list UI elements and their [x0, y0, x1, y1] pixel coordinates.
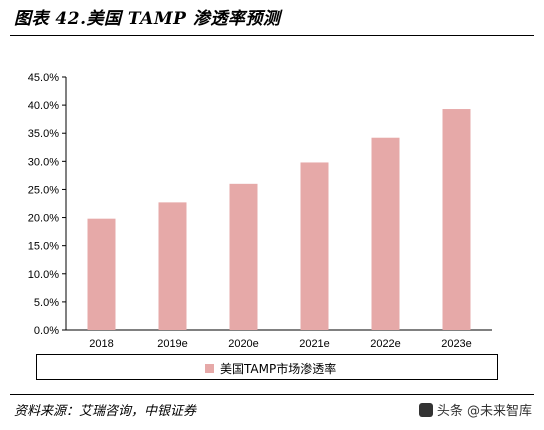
y-tick-label: 20.0% [28, 213, 59, 225]
bar [229, 183, 258, 330]
legend: 美国TAMP市场渗透率 [36, 354, 498, 380]
x-tick-label: 2023e [441, 338, 472, 350]
x-tick-label: 2021e [299, 338, 330, 350]
title-rule [10, 35, 534, 36]
y-tick-label: 45.0% [28, 72, 59, 84]
legend-swatch [205, 364, 214, 373]
bar-chart: 0.0% 5.0% 10.0% 15.0% 20.0% 25.0% 30.0% 35.0% 40… [28, 72, 492, 350]
y-tick-label: 25.0% [28, 184, 59, 196]
y-tick-label: 5.0% [34, 297, 59, 309]
y-tick-label: 15.0% [28, 241, 59, 253]
x-tick-label: 2020e [228, 338, 259, 350]
y-tick-label: 40.0% [28, 100, 59, 112]
bar [158, 202, 187, 330]
x-tick-label: 2022e [370, 338, 401, 350]
watermark: 头条 @未来智库 [418, 400, 532, 419]
y-tick-label: 35.0% [28, 128, 59, 140]
source-note: 资料来源：艾瑞咨询，中银证券 [14, 404, 197, 419]
bar [300, 162, 329, 330]
bar [87, 218, 116, 330]
legend-item: 美国TAMP市场渗透率 [205, 360, 336, 377]
watermark-logo-icon [418, 403, 433, 417]
y-tick-label: 30.0% [28, 156, 59, 168]
bar [442, 109, 471, 331]
y-tick-label: 0.0% [34, 325, 59, 337]
x-tick-label: 2019e [157, 338, 188, 350]
bar [371, 137, 400, 330]
chart-title: 图表 42.美国 TAMP 渗透率预测 [14, 9, 281, 29]
x-tick-label: 2018 [89, 338, 113, 350]
footer-rule [10, 394, 534, 395]
legend-label: 美国TAMP市场渗透率 [220, 362, 337, 376]
y-tick-label: 10.0% [28, 269, 59, 281]
watermark-text: 头条 @未来智库 [436, 404, 532, 419]
